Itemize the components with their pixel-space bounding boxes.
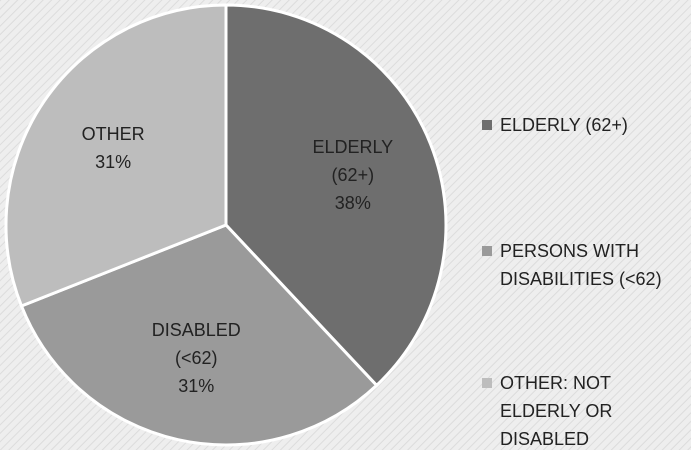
legend-swatch — [482, 378, 492, 388]
legend-item: ELDERLY (62+) — [482, 111, 691, 139]
slice-label-group: ELDERLY (62+) 38% — [297, 133, 409, 217]
legend-item: OTHER: NOT ELDERLY OR DISABLED — [482, 369, 650, 450]
slice-label: OTHER — [81, 124, 145, 145]
legend-item: PERSONS WITH DISABILITIES (<62) — [482, 237, 691, 293]
legend-swatch — [482, 120, 492, 130]
slice-label-group: DISABLED (<62) 31% — [140, 316, 252, 400]
legend-label: PERSONS WITH DISABILITIES (<62) — [500, 241, 662, 289]
slice-label-group: OTHER 31% — [57, 120, 169, 176]
legend-label: OTHER: NOT ELDERLY OR DISABLED — [500, 373, 613, 449]
pie-slice — [4, 3, 228, 308]
slice-value-label: 31% — [178, 376, 215, 397]
legend-label: ELDERLY (62+) — [500, 115, 628, 135]
pie-slice — [19, 223, 379, 447]
slice-label: ELDERLY (62+) — [312, 136, 394, 185]
legend-swatch — [482, 246, 492, 256]
slice-label: DISABLED (<62) — [151, 320, 241, 369]
slice-value-label: 38% — [334, 192, 371, 213]
pie-slice — [224, 3, 448, 388]
slice-value-label: 31% — [95, 152, 132, 173]
